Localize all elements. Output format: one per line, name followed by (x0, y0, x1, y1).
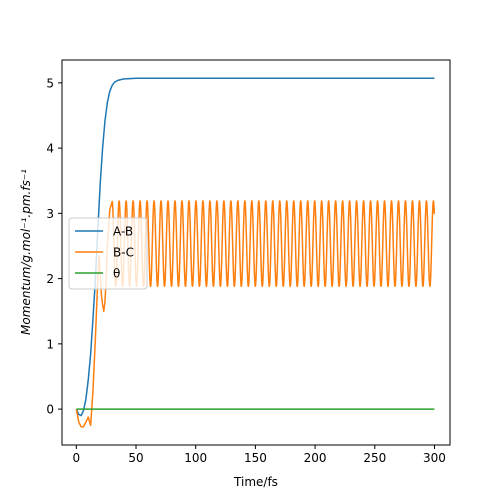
x-axis-ticks: 0 50 100 150 200 250 300 (73, 445, 446, 465)
y-axis-ticks: 0 1 2 3 4 5 (46, 76, 62, 417)
y-tick-label: 1 (46, 337, 54, 351)
x-tick-label: 100 (184, 451, 207, 465)
x-tick-label: 50 (128, 451, 143, 465)
axes-frame (61, 59, 451, 446)
series-line-1 (75, 200, 436, 428)
x-tick-label: 0 (73, 451, 81, 465)
legend-label-1: B-C (113, 246, 134, 260)
x-tick-label: 250 (363, 451, 386, 465)
plot-area (75, 77, 436, 428)
x-tick-label: 150 (244, 451, 267, 465)
x-axis-label: Time/fs (233, 475, 278, 489)
y-tick-label: 4 (46, 142, 54, 156)
y-tick-label: 2 (46, 272, 54, 286)
y-axis-label: Momentum/g.mol⁻¹.pm.fs⁻¹ (19, 169, 33, 335)
y-tick-label: 0 (46, 403, 54, 417)
series-line-0 (75, 77, 435, 417)
legend: A-B B-C θ (68, 217, 148, 290)
y-tick-label: 3 (46, 207, 54, 221)
x-tick-label: 200 (304, 451, 327, 465)
legend-label-0: A-B (113, 225, 133, 239)
legend-box (68, 217, 148, 290)
x-tick-label: 300 (423, 451, 446, 465)
legend-label-2: θ (113, 267, 120, 281)
y-tick-label: 5 (46, 76, 54, 90)
